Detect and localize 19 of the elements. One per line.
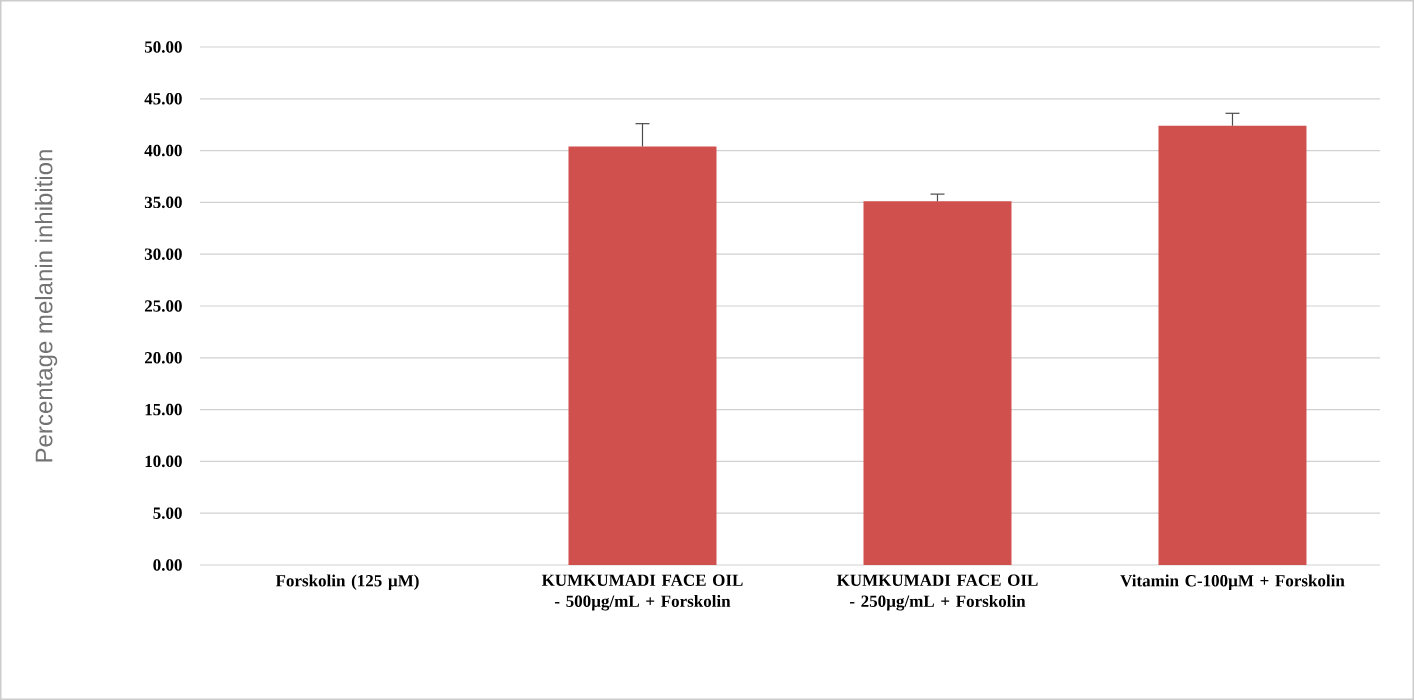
- y-tick-label: 25.00: [144, 300, 182, 312]
- bar: [568, 146, 717, 565]
- y-tick-label: 30.00: [144, 248, 182, 260]
- bar: [863, 201, 1012, 565]
- x-tick-label: KUMKUMADI FACE OIL - 500µg/mL + Forskolin: [541, 574, 743, 611]
- y-tick-label: 40.00: [144, 144, 182, 157]
- y-tick-label: 45.00: [144, 93, 182, 105]
- x-tick-label: Vitamin C-100µM + Forskolin: [1120, 574, 1345, 590]
- bar: [1158, 125, 1307, 565]
- y-tick-label: 15.00: [145, 403, 182, 416]
- y-tick-label: 0.00: [153, 559, 182, 571]
- x-tick-label: KUMKUMADI FACE OIL - 250µg/mL + Forskolin: [836, 574, 1038, 611]
- x-tick-label: Forskolin (125 µM): [275, 574, 419, 590]
- y-tick-label: 35.00: [144, 196, 182, 209]
- y-tick-label: 5.00: [153, 507, 182, 519]
- y-axis-title: Percentage melanin inhibition: [34, 150, 58, 462]
- y-tick-label: 50.00: [144, 41, 182, 53]
- y-tick-label: 20.00: [144, 352, 182, 364]
- y-tick-label: 10.00: [145, 455, 182, 468]
